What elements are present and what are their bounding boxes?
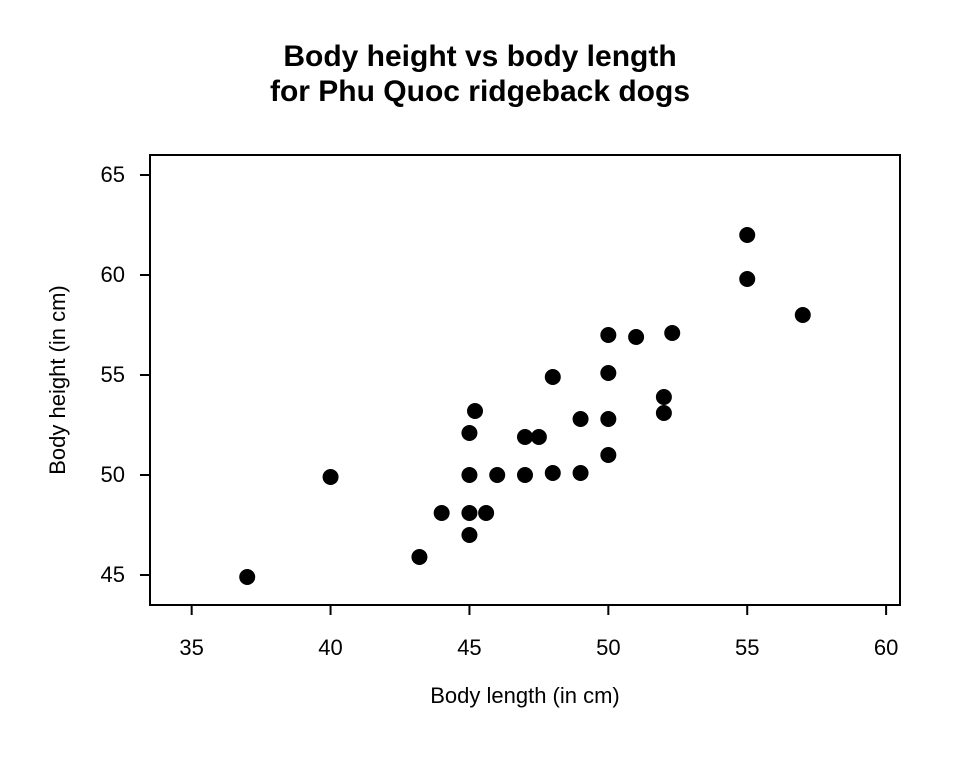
scatter-point: [517, 467, 533, 483]
scatter-point: [239, 569, 255, 585]
scatter-point: [600, 411, 616, 427]
scatter-point: [461, 425, 477, 441]
scatter-point: [656, 389, 672, 405]
scatter-point: [489, 467, 505, 483]
x-tick-label: 45: [457, 635, 481, 661]
scatter-point: [628, 329, 644, 345]
scatter-point: [573, 465, 589, 481]
scatter-point: [600, 327, 616, 343]
y-tick-label: 45: [85, 562, 125, 588]
y-tick-label: 55: [85, 362, 125, 388]
scatter-point: [411, 549, 427, 565]
scatter-point: [600, 447, 616, 463]
scatter-point: [600, 365, 616, 381]
x-tick-label: 60: [874, 635, 898, 661]
scatter-point: [545, 465, 561, 481]
scatter-point: [739, 271, 755, 287]
scatter-point: [478, 505, 494, 521]
x-tick-label: 35: [179, 635, 203, 661]
scatter-chart: Body height vs body length for Phu Quoc …: [0, 0, 960, 768]
scatter-point: [795, 307, 811, 323]
x-tick-label: 55: [735, 635, 759, 661]
y-tick-label: 50: [85, 462, 125, 488]
y-tick-label: 60: [85, 262, 125, 288]
scatter-point: [531, 429, 547, 445]
scatter-point: [323, 469, 339, 485]
scatter-point: [434, 505, 450, 521]
x-tick-label: 50: [596, 635, 620, 661]
x-axis-label: Body length (in cm): [150, 683, 900, 709]
scatter-point: [664, 325, 680, 341]
scatter-point: [461, 467, 477, 483]
scatter-point: [517, 429, 533, 445]
scatter-point: [739, 227, 755, 243]
scatter-point: [461, 505, 477, 521]
scatter-point: [461, 527, 477, 543]
scatter-point: [545, 369, 561, 385]
scatter-point: [467, 403, 483, 419]
scatter-point: [573, 411, 589, 427]
scatter-point: [656, 405, 672, 421]
x-tick-label: 40: [318, 635, 342, 661]
y-axis-label: Body height (in cm): [45, 155, 71, 605]
y-tick-label: 65: [85, 162, 125, 188]
